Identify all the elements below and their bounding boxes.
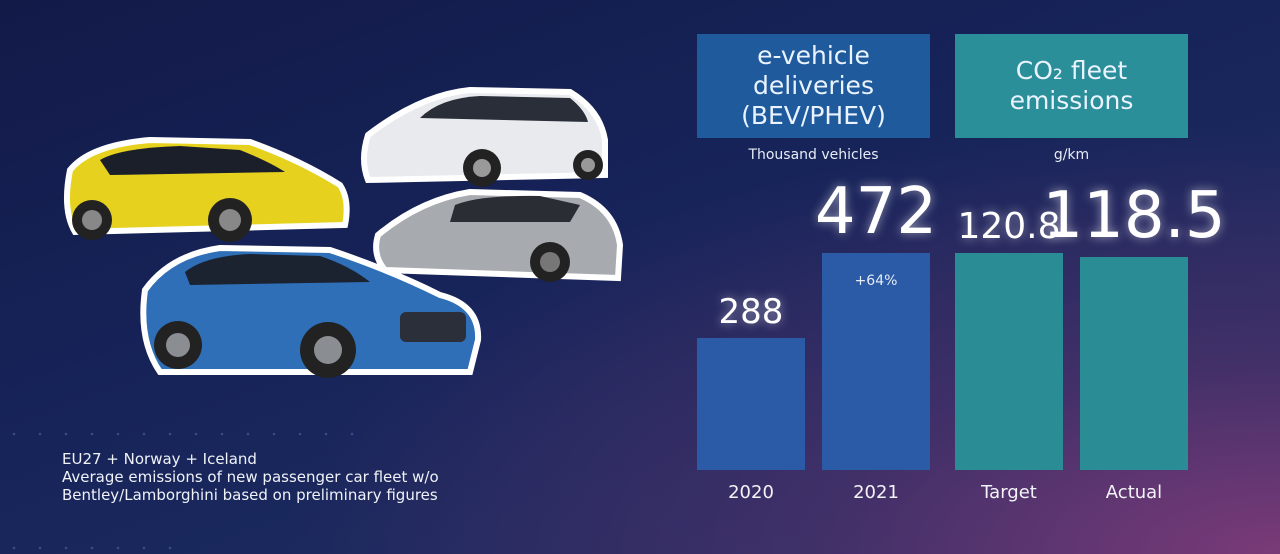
x-tick-label: Target — [981, 482, 1037, 503]
x-tick-label: Actual — [1105, 482, 1163, 503]
value-label: 288 — [718, 291, 784, 332]
footnote-line: Average emissions of new passenger car f… — [62, 468, 439, 486]
value-label: 120.8 — [957, 205, 1061, 247]
car-illustration — [12, 86, 624, 550]
car-silver — [373, 188, 624, 282]
car-white — [361, 86, 608, 187]
dot-grid — [12, 432, 354, 550]
car-blue — [140, 244, 482, 378]
bar — [955, 253, 1063, 470]
chart-title: CO₂ fleet emissions — [955, 34, 1188, 138]
chart-title: e-vehicle deliveries (BEV/PHEV) — [697, 34, 930, 138]
footnote-line: EU27 + Norway + Iceland — [62, 450, 257, 468]
value-label: 118.5 — [1042, 179, 1226, 254]
bar — [1080, 257, 1188, 470]
chart-subtitle: g/km — [1053, 147, 1090, 163]
x-tick-label: 2020 — [728, 482, 774, 503]
chart-subtitle: Thousand vehicles — [748, 147, 879, 163]
bar — [822, 253, 930, 470]
value-label: 472 — [814, 175, 938, 250]
bar — [697, 337, 805, 470]
car-yellow — [64, 136, 350, 242]
annotation: +64% — [854, 273, 898, 289]
footnote-line: Bentley/Lamborghini based on preliminary… — [62, 486, 438, 504]
footnote: EU27 + Norway + Iceland Average emission… — [62, 450, 439, 504]
x-tick-label: 2021 — [853, 482, 899, 503]
